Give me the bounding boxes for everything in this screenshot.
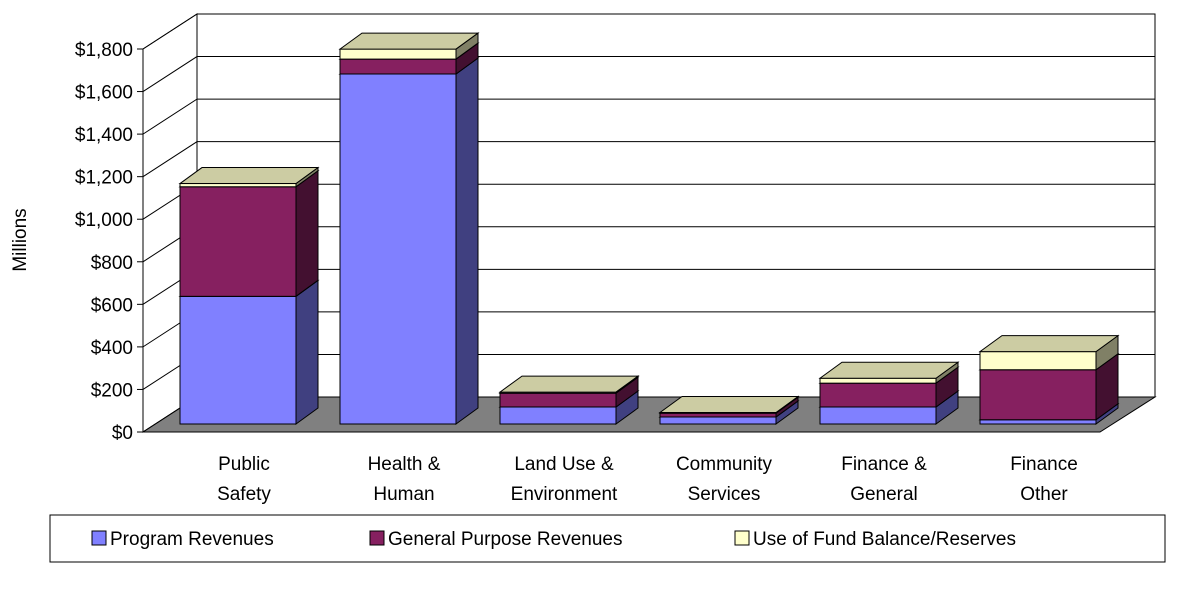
bar-side	[295, 169, 319, 298]
y-tick-label: $1,000	[75, 210, 133, 231]
y-tick-label: $400	[91, 338, 133, 359]
x-tick-label: Finance Other	[1010, 454, 1078, 505]
bar	[499, 406, 617, 425]
bar	[339, 58, 457, 75]
bar	[819, 406, 937, 425]
y-tick-label: $800	[91, 253, 133, 274]
y-tick-label: $600	[91, 295, 133, 316]
bar	[819, 377, 937, 384]
bar	[179, 186, 297, 297]
bar-side	[295, 279, 319, 425]
legend-swatch	[734, 530, 750, 546]
bar	[979, 419, 1097, 425]
legend-label: Program Revenues	[110, 529, 274, 550]
bar	[339, 73, 457, 425]
y-tick-label: $1,800	[75, 40, 133, 61]
grid-line	[142, 56, 1155, 92]
bar-top	[178, 167, 320, 185]
y-tick-label: $1,400	[75, 125, 133, 146]
bar	[179, 295, 297, 425]
y-tick-label: $1,600	[75, 83, 133, 104]
bar	[819, 382, 937, 408]
bar	[979, 351, 1097, 371]
legend-swatch	[91, 530, 107, 546]
bar	[659, 416, 777, 425]
x-tick-label: Community Services	[676, 454, 773, 505]
grid-line	[142, 98, 1155, 135]
x-tick-label: Public Safety	[217, 454, 271, 505]
bar	[499, 392, 617, 408]
legend-label: Use of Fund Balance/Reserves	[753, 529, 1016, 550]
grid-line	[142, 13, 1155, 50]
grid-line	[142, 141, 1155, 178]
legend-box	[49, 514, 1166, 563]
legend-swatch	[369, 530, 385, 546]
y-axis-label: Millions	[10, 208, 31, 271]
bar	[659, 412, 777, 418]
bar-top	[338, 32, 480, 50]
bar	[979, 369, 1097, 421]
bar-top	[818, 361, 960, 379]
y-tick-label: $0	[112, 423, 133, 444]
bar-top	[658, 396, 800, 414]
bar-top	[978, 335, 1120, 353]
legend-label: General Purpose Revenues	[388, 529, 622, 550]
y-tick-label: $1,200	[75, 168, 133, 189]
y-tick-label: $200	[91, 380, 133, 401]
bar-top	[498, 375, 640, 393]
bar	[339, 48, 457, 60]
x-tick-label: Land Use & Environment	[511, 454, 618, 505]
bar-side	[455, 56, 479, 425]
